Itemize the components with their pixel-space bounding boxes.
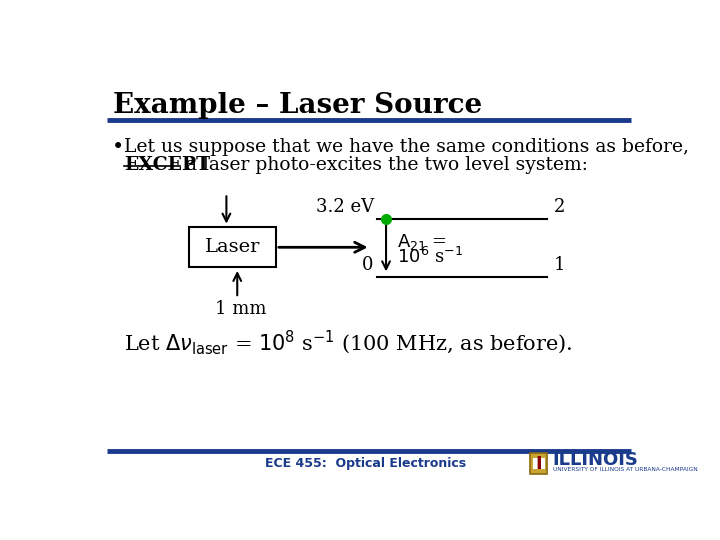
Text: $10^6$ s$^{-1}$: $10^6$ s$^{-1}$ [397,247,463,267]
Text: •: • [112,138,124,157]
Text: UNIVERSITY OF ILLINOIS AT URBANA-CHAMPAIGN: UNIVERSITY OF ILLINOIS AT URBANA-CHAMPAI… [553,467,698,472]
Text: $\mathrm{A}_{21}$ =: $\mathrm{A}_{21}$ = [397,232,447,252]
Text: Let us suppose that we have the same conditions as before,: Let us suppose that we have the same con… [124,138,689,156]
Bar [189,227,276,267]
Text: EXCEPT: EXCEPT [124,156,210,174]
Text: I: I [536,455,542,472]
Text: a laser photo-excites the two level system:: a laser photo-excites the two level syst… [180,156,588,174]
Text: ECE 455:  Optical Electronics: ECE 455: Optical Electronics [266,457,467,470]
Text: 1 mm: 1 mm [215,300,266,319]
Text: Example – Laser Source: Example – Laser Source [113,92,482,119]
Text: 3.2 eV: 3.2 eV [315,199,374,217]
Text: 2: 2 [554,199,564,217]
Text: 0: 0 [362,256,374,274]
Text: Laser: Laser [205,238,261,256]
Bar [530,453,547,475]
Text: ILLINOIS: ILLINOIS [553,451,639,469]
Text: Let $\Delta\nu_{\rm laser}$ = $10^8$ s$^{-1}$ (100 MHz, as before).: Let $\Delta\nu_{\rm laser}$ = $10^8$ s$^… [124,328,573,356]
Text: 1: 1 [554,256,565,274]
Bar [533,458,545,469]
